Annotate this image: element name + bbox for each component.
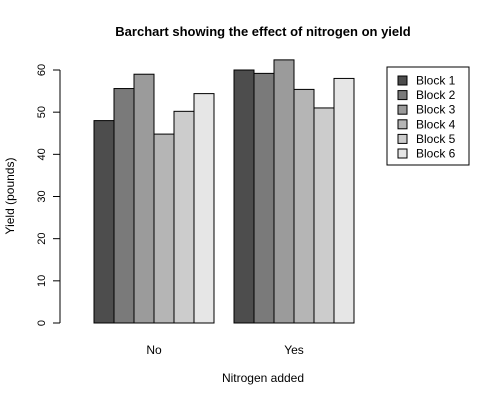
x-category-labels: No Yes — [146, 343, 303, 357]
x-axis-label: Nitrogen added — [222, 371, 304, 385]
x-category-label: No — [146, 343, 162, 357]
bar-yes-block-2 — [253, 72, 275, 324]
y-tick-label: 40 — [36, 148, 48, 160]
bar-no-block-3 — [133, 73, 155, 324]
y-tick-label: 10 — [36, 275, 48, 287]
bar-yes-block-6 — [333, 77, 355, 324]
legend-label: Block 2 — [416, 88, 456, 102]
legend-label: Block 1 — [416, 74, 456, 88]
bar-yes-block-1 — [233, 69, 255, 324]
bar-no-block-4 — [153, 133, 175, 324]
legend-label: Block 5 — [416, 132, 456, 146]
y-axis-label: Yield (pounds) — [3, 158, 17, 235]
x-category-label: Yes — [284, 343, 304, 357]
bar-no-block-6 — [193, 93, 215, 324]
y-axis: 0 10 20 30 40 50 60 — [36, 64, 61, 326]
y-tick-label: 0 — [36, 320, 48, 326]
y-tick-label: 50 — [36, 106, 48, 118]
bar-no-block-1 — [93, 120, 115, 324]
legend-swatch — [397, 104, 408, 115]
bar-group — [93, 59, 355, 324]
bar-yes-block-3 — [273, 59, 295, 324]
y-tick-label: 30 — [36, 190, 48, 202]
legend-label: Block 6 — [416, 147, 456, 161]
bar-yes-block-4 — [293, 88, 315, 324]
chart-title: Barchart showing the effect of nitrogen … — [115, 24, 410, 39]
legend-swatch — [397, 90, 408, 101]
bar-yes-block-5 — [313, 107, 335, 324]
y-tick-label: 60 — [36, 64, 48, 76]
legend-swatch — [397, 119, 408, 130]
legend-label: Block 4 — [416, 117, 456, 131]
legend-swatch — [397, 75, 408, 86]
legend-swatch — [397, 148, 408, 159]
bar-no-block-2 — [113, 88, 135, 324]
y-tick-label: 20 — [36, 233, 48, 245]
legend-label: Block 3 — [416, 103, 456, 117]
bar-no-block-5 — [173, 110, 195, 324]
legend-swatch — [397, 133, 408, 144]
